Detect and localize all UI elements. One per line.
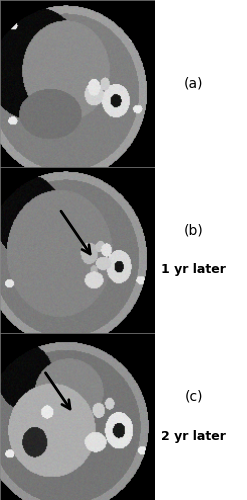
Text: 1 yr later: 1 yr later	[161, 264, 226, 276]
Text: (b): (b)	[184, 223, 204, 237]
Text: (a): (a)	[184, 76, 203, 90]
Text: 2 yr later: 2 yr later	[161, 430, 226, 443]
Text: (c): (c)	[185, 390, 203, 404]
